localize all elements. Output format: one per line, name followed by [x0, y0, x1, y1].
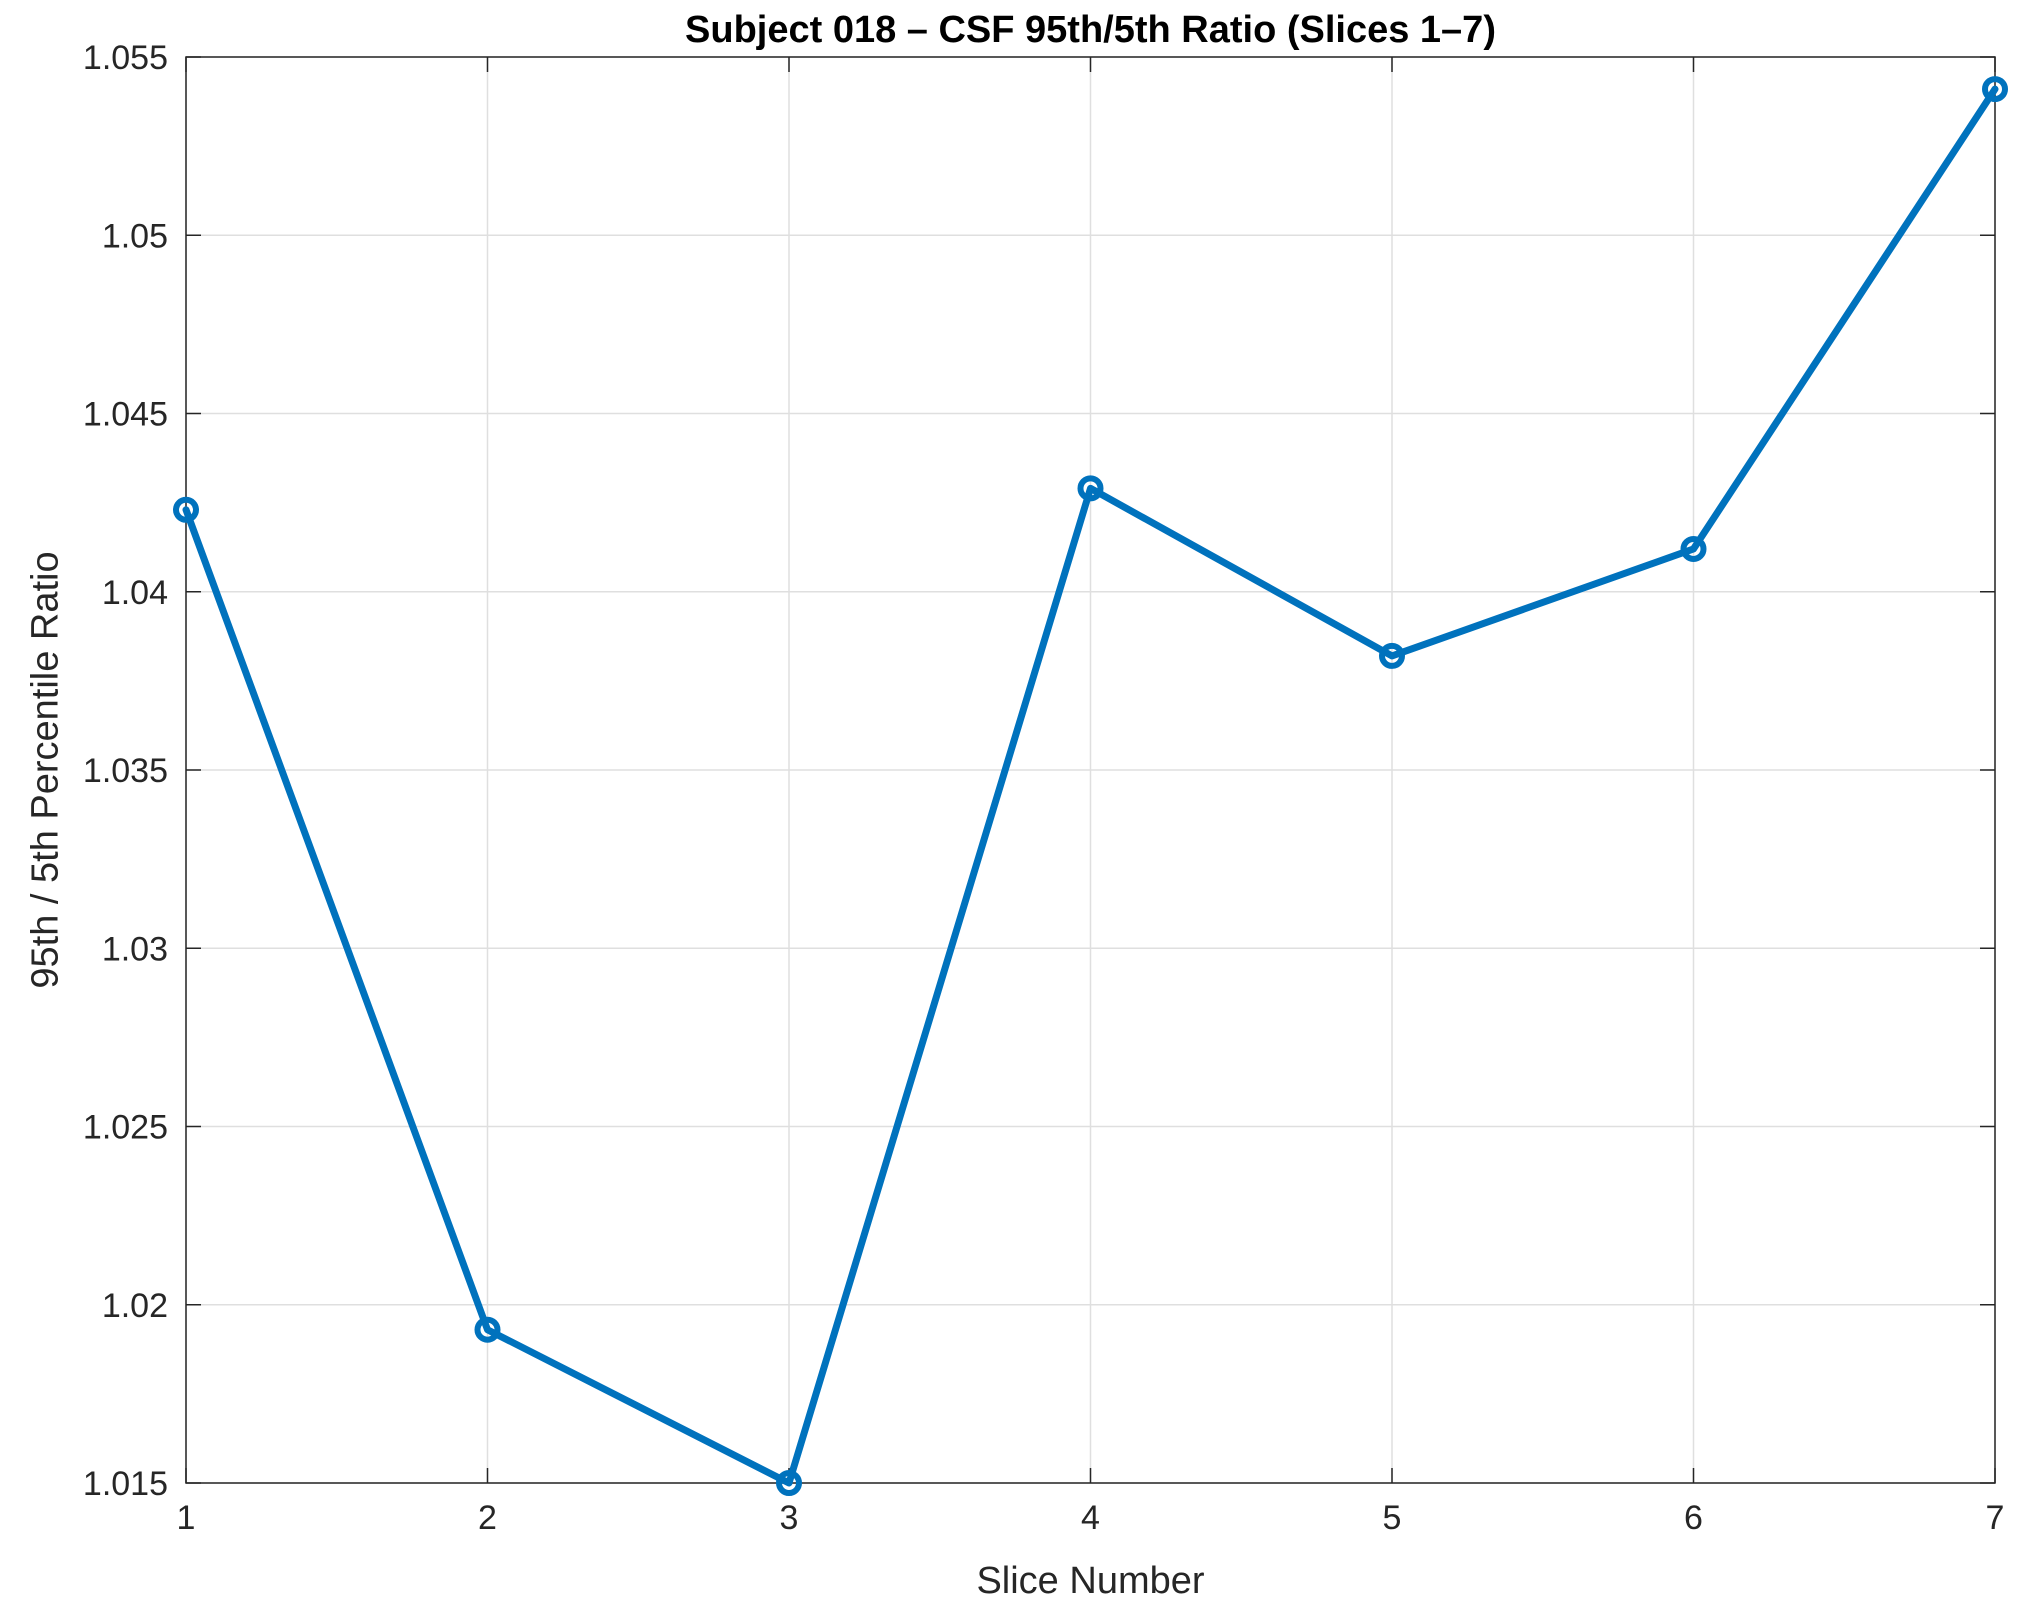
axis-ticks: 1 2 3 4 5 6 7 1.015 1.02 1.025 1.03 1.035 1.04 1.045 1… — [83, 39, 2005, 1537]
x-tick-label: 5 — [1383, 1499, 1402, 1537]
y-tick-label: 1.03 — [102, 930, 168, 968]
y-tick-label: 1.025 — [83, 1109, 168, 1147]
y-tick-label: 1.035 — [83, 752, 168, 790]
chart-title: Subject 018 – CSF 95th/5th Ratio (Slices… — [685, 9, 1496, 51]
x-tick-label: 6 — [1684, 1499, 1703, 1537]
y-tick-label: 1.045 — [83, 396, 168, 434]
data-point — [1982, 76, 2008, 103]
x-tick-label: 7 — [1986, 1499, 2005, 1537]
data-point — [1680, 535, 1707, 562]
x-tick-label: 2 — [478, 1499, 497, 1537]
y-axis-label: 95th / 5th Percentile Ratio — [24, 551, 66, 988]
grid — [185, 56, 1996, 1484]
data-point — [173, 496, 199, 523]
y-tick-label: 1.055 — [83, 39, 168, 77]
y-tick-label: 1.015 — [83, 1465, 168, 1503]
series-line — [182, 85, 1999, 1487]
x-tick-label: 3 — [780, 1499, 799, 1537]
x-tick-label: 4 — [1081, 1499, 1100, 1537]
y-tick-label: 1.05 — [102, 217, 168, 255]
x-tick-label: 1 — [177, 1499, 196, 1537]
data-point — [474, 1316, 501, 1343]
data-point — [776, 1470, 802, 1496]
x-axis-label: Slice Number — [976, 1560, 1204, 1602]
data-point — [1077, 475, 1104, 502]
data-point — [1379, 642, 1405, 669]
series-layer — [173, 76, 2008, 1496]
y-tick-label: 1.04 — [102, 574, 168, 612]
y-tick-label: 1.02 — [102, 1287, 168, 1325]
